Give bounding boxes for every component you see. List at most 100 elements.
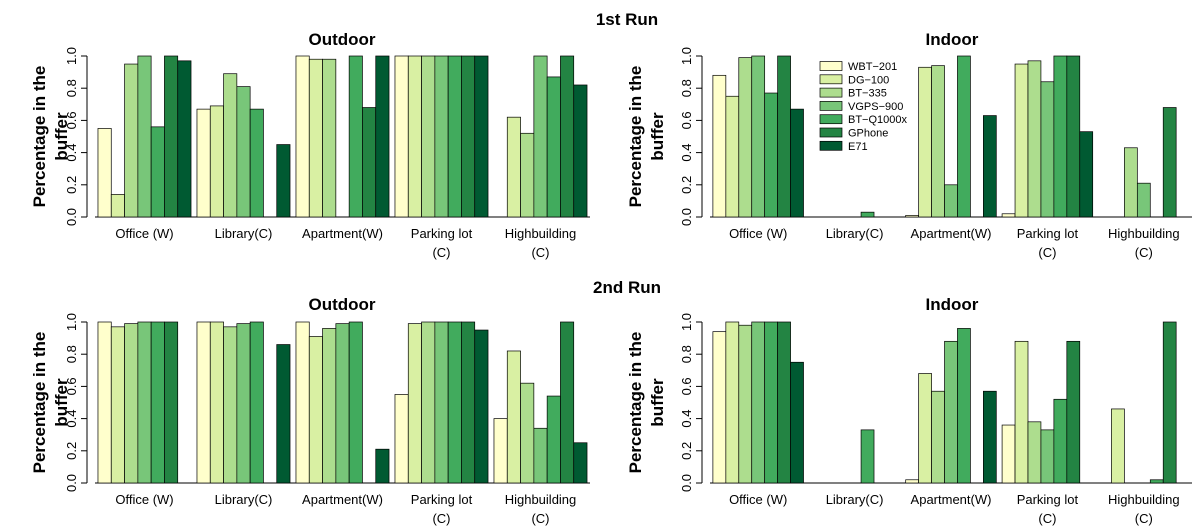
bar-group <box>97 55 192 218</box>
bar-group <box>506 55 588 218</box>
bar <box>209 321 224 484</box>
x-tick-label: Library(C) <box>215 492 273 507</box>
bar-group <box>394 321 489 484</box>
x-tick-label: Office (W) <box>729 492 787 507</box>
bar <box>276 144 291 218</box>
bar <box>983 390 997 484</box>
bar <box>777 321 791 484</box>
y-tick-label: 1.0 <box>679 313 694 331</box>
bar <box>918 66 932 218</box>
y-axis-label: Percentage in the buffer <box>626 66 667 208</box>
bar <box>236 323 251 484</box>
bar <box>249 108 264 218</box>
bar <box>764 321 778 484</box>
x-tick-label: Office (W) <box>729 226 787 241</box>
bar <box>137 55 152 218</box>
bar-group <box>394 55 489 218</box>
legend-swatch <box>819 101 843 111</box>
bar <box>944 340 958 484</box>
bar <box>295 321 310 484</box>
bar <box>983 115 997 218</box>
y-axis: 0.0 0.2 0.4 0.6 0.8 1.0 <box>64 313 88 492</box>
bar <box>957 55 971 218</box>
bar <box>164 321 179 484</box>
y-tick-label: 1.0 <box>64 313 79 331</box>
bar <box>249 321 264 484</box>
bar <box>164 55 179 218</box>
bar <box>150 126 165 218</box>
bar <box>1014 63 1029 218</box>
bar-group <box>295 321 390 484</box>
bar <box>447 55 462 218</box>
bar <box>110 326 125 484</box>
bar-group <box>905 55 997 218</box>
bar <box>931 65 945 218</box>
bar <box>295 55 310 218</box>
bar <box>177 60 192 218</box>
bar <box>375 55 390 218</box>
bar <box>506 350 521 484</box>
y-axis-label: Percentage in the buffer <box>626 332 667 474</box>
legend-swatch <box>819 127 843 138</box>
bar <box>209 105 224 218</box>
y-tick-label: 0.6 <box>64 111 79 129</box>
legend-swatch <box>819 74 843 85</box>
bar <box>236 86 251 218</box>
x-tick-label: Office (W) <box>115 226 173 241</box>
legend-swatch <box>819 114 843 125</box>
y-axis-label: Percentage in the buffer <box>30 66 71 208</box>
bar <box>738 324 753 484</box>
bar-group <box>905 328 997 484</box>
legend-label: VGPS−900 <box>848 101 903 113</box>
run-2-title: 2nd Run <box>593 278 661 297</box>
bar <box>461 55 476 218</box>
bar <box>308 336 323 484</box>
y-tick-label: 0.8 <box>64 79 79 97</box>
bar <box>790 108 804 218</box>
bar <box>335 323 350 484</box>
bar <box>1053 398 1068 484</box>
legend-label: WBT−201 <box>848 61 897 73</box>
bar <box>712 331 727 484</box>
y-axis-label: Percentage in the buffer <box>30 332 71 474</box>
bar <box>1027 421 1042 484</box>
legend-label: GPhone <box>848 128 888 140</box>
x-tick-label: (C) <box>1135 511 1153 526</box>
x-tick-label: Parking lot <box>1017 492 1079 507</box>
bar <box>223 73 238 218</box>
bar <box>573 84 588 218</box>
y-tick-label: 0.4 <box>64 144 79 162</box>
x-tick-label: Highbuilding <box>505 492 577 507</box>
panel-title: Outdoor <box>308 30 375 49</box>
bar-group <box>493 321 588 484</box>
x-tick-label: (C) <box>432 511 450 526</box>
bar <box>348 321 363 484</box>
y-tick-label: 0.0 <box>64 474 79 492</box>
bar <box>407 323 422 484</box>
bar <box>407 55 422 218</box>
bar <box>1040 81 1055 218</box>
bar <box>738 57 753 218</box>
y-tick-label: 0.0 <box>679 208 694 226</box>
bar <box>1162 107 1177 218</box>
x-tick-label: (C) <box>1038 511 1056 526</box>
bar <box>375 448 390 484</box>
bar <box>434 55 449 218</box>
bar <box>322 58 337 218</box>
run-1-title: 1st Run <box>596 10 658 29</box>
bar <box>1001 424 1016 484</box>
bar <box>137 321 152 484</box>
bar <box>474 55 489 218</box>
y-tick-label: 0.6 <box>679 111 694 129</box>
bar <box>764 92 778 218</box>
y-axis: 0.0 0.2 0.4 0.6 0.8 1.0 <box>679 313 703 492</box>
y-tick-label: 0.2 <box>679 176 694 194</box>
bar <box>150 321 165 484</box>
bar <box>124 63 139 218</box>
bar <box>461 321 476 484</box>
